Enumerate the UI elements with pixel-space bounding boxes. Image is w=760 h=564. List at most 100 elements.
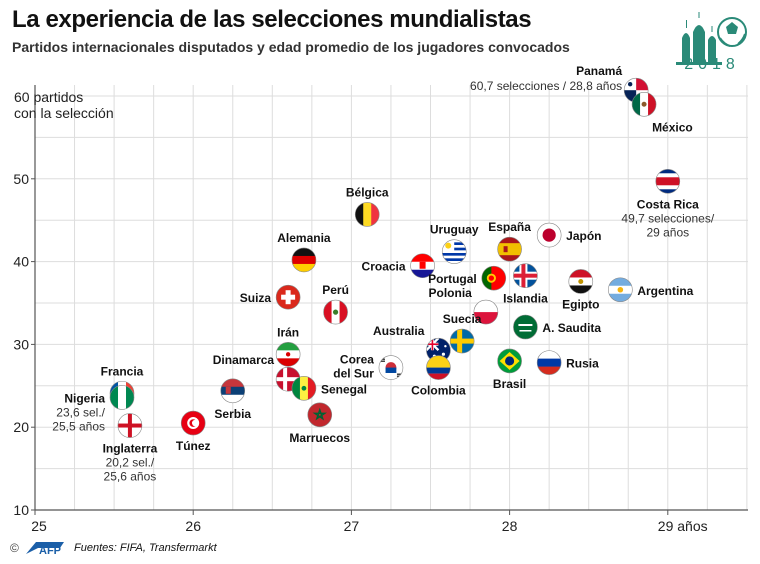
flag-morocco <box>307 402 332 427</box>
flag-germany <box>291 247 316 272</box>
point-label: Túnez <box>176 439 211 453</box>
flag-iran <box>276 342 301 367</box>
x-tick-label: 27 <box>344 518 360 534</box>
x-tick-label: 26 <box>185 518 201 534</box>
point-label: Inglaterra <box>103 442 158 456</box>
flag-mexico <box>632 92 657 117</box>
point-label: España <box>488 220 531 234</box>
flag-sweden <box>450 329 475 354</box>
point-label: Panamá <box>576 64 622 78</box>
y-tick-label: 30 <box>13 336 29 352</box>
flag-egypt <box>568 269 593 294</box>
point-label: Irán <box>277 325 299 339</box>
flag-argentina <box>608 277 633 302</box>
flag-costa_rica <box>655 169 680 194</box>
flag-belgium <box>355 202 380 227</box>
flag-croatia <box>410 253 435 278</box>
flag-saudi_arabia <box>513 315 538 340</box>
data-point: Argentina <box>608 277 694 303</box>
data-point: Bélgica <box>346 185 389 227</box>
flag-peru <box>323 300 348 325</box>
flag-nigeria <box>110 385 135 410</box>
y-tick-label: 20 <box>13 419 29 435</box>
flag-japan <box>537 223 562 248</box>
afp-logo-icon: AFP <box>26 542 64 556</box>
data-point: Uruguay <box>430 223 479 264</box>
point-label: Dinamarca <box>213 353 275 367</box>
point-label: A. Saudita <box>542 321 601 335</box>
point-annotation: 23,6 sel./ <box>56 405 105 419</box>
data-point: España <box>488 220 531 262</box>
flag-spain <box>497 237 522 262</box>
data-point: Alemania <box>277 231 331 273</box>
data-point: Egipto <box>562 269 599 311</box>
flag-poland <box>473 300 498 325</box>
flag-iceland <box>513 263 538 288</box>
point-label: Costa Rica <box>637 197 699 211</box>
point-annotation: 29 años <box>646 225 689 239</box>
point-label: Australia <box>373 324 425 338</box>
x-tick-label: 29 años <box>658 518 708 534</box>
flag-senegal <box>291 376 316 401</box>
data-point: Serbia <box>214 378 251 421</box>
copyright-symbol: © <box>10 541 19 555</box>
grid <box>35 85 748 510</box>
data-point: México <box>631 91 693 134</box>
point-label: Islandia <box>503 292 548 306</box>
logo-year: 2018 <box>684 56 740 73</box>
point-label: Suecia <box>443 312 482 326</box>
point-annotation: 25,5 años <box>52 419 105 433</box>
point-label: Corea <box>340 353 374 367</box>
point-label: Rusia <box>566 357 599 371</box>
page-subtitle: Partidos internacionales disputados y ed… <box>12 39 570 55</box>
data-point: Marruecos <box>289 402 350 445</box>
flag-england <box>117 413 142 438</box>
data-point: Perú <box>322 283 349 325</box>
point-label: México <box>652 120 693 134</box>
point-label: Serbia <box>214 407 251 421</box>
data-point: Rusia <box>536 350 599 375</box>
kremlin-football-logo-icon <box>676 12 747 65</box>
point-annotation: 25,6 años <box>104 470 157 484</box>
data-point: Suiza <box>240 284 301 310</box>
data-point: Portugal <box>428 265 507 291</box>
point-label: Croacia <box>362 260 406 274</box>
data-point: A. Saudita <box>513 314 601 340</box>
point-label: Japón <box>566 229 601 243</box>
data-point: Islandia <box>503 263 548 306</box>
point-label: Uruguay <box>430 223 479 237</box>
x-tick-label: 25 <box>31 518 47 534</box>
point-label: Colombia <box>411 384 466 398</box>
point-label: Argentina <box>637 284 693 298</box>
point-label: del Sur <box>333 367 374 381</box>
data-point: Senegal <box>291 375 367 401</box>
footer-sources: Fuentes: FIFA, Transfermarkt <box>74 542 217 554</box>
point-label: Perú <box>322 283 349 297</box>
point-label: Brasil <box>493 377 526 391</box>
y-tick-label: 50 <box>13 171 29 187</box>
point-label: Nigeria <box>64 391 105 405</box>
flag-switzerland <box>276 285 301 310</box>
page-title: La experiencia de las selecciones mundia… <box>12 6 532 33</box>
flag-colombia <box>426 355 451 380</box>
point-label: Suiza <box>240 291 272 305</box>
afp-logo-text: AFP <box>39 545 61 556</box>
data-point: Japón <box>536 222 601 248</box>
y-tick-label: 40 <box>13 254 29 270</box>
point-label: Marruecos <box>289 431 350 445</box>
point-label: Alemania <box>277 231 331 245</box>
x-tick-label: 28 <box>502 518 518 534</box>
point-label: Francia <box>101 364 144 378</box>
point-label: Egipto <box>562 297 599 311</box>
point-label: Senegal <box>321 382 367 396</box>
point-annotation: 49,7 selecciones/ <box>621 211 714 225</box>
flag-portugal <box>481 266 506 291</box>
